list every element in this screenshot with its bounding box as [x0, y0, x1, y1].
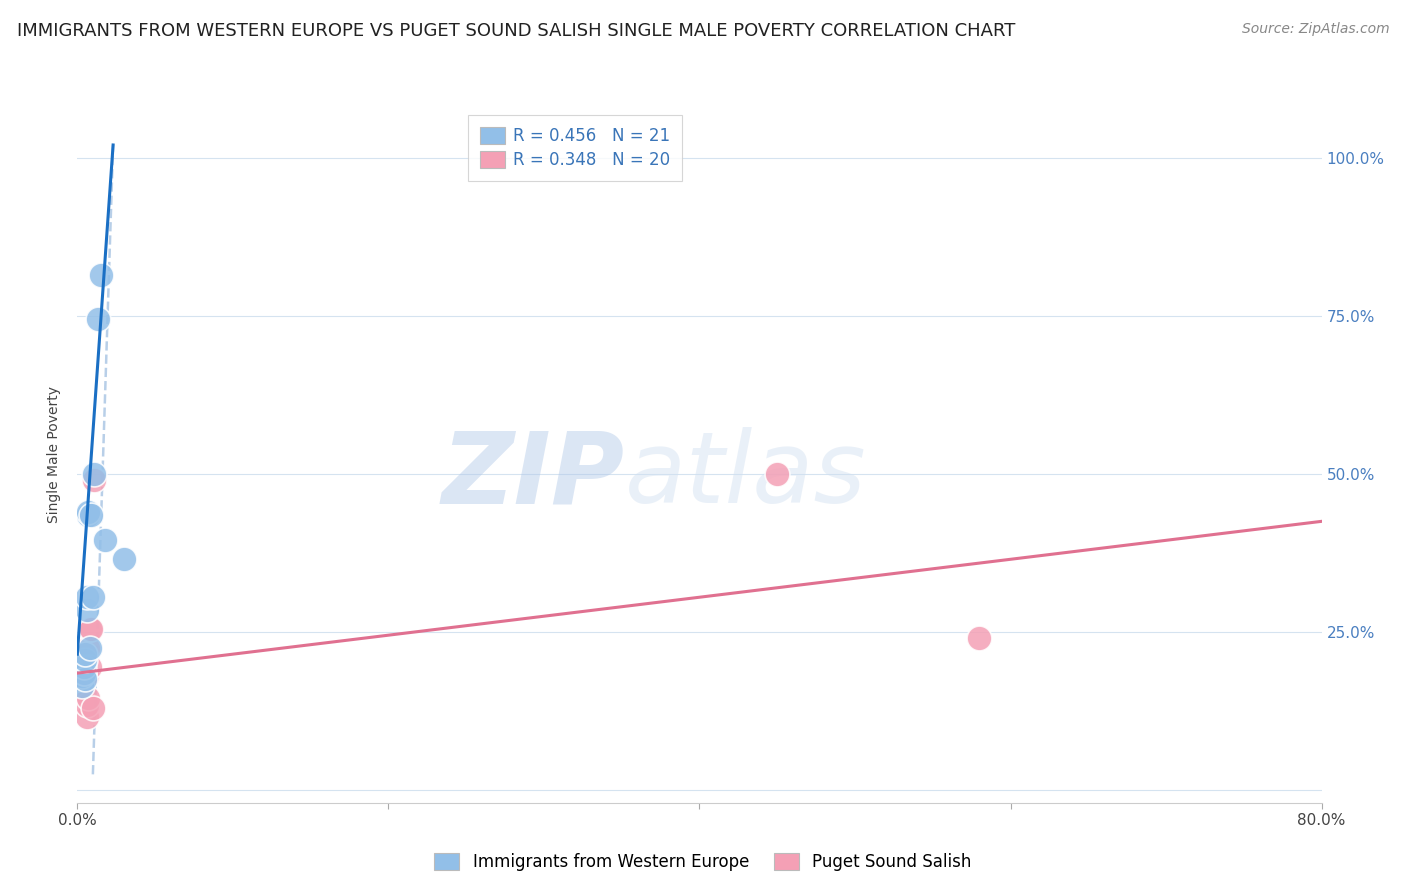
Point: [72, 673, 94, 687]
Point: [70, 679, 93, 693]
Point: [72, 666, 94, 681]
Point: [969, 632, 991, 646]
Text: ZIP: ZIP: [441, 427, 624, 524]
Point: [77, 508, 100, 522]
Point: [75, 647, 97, 661]
Point: [76, 698, 98, 712]
Point: [77, 691, 100, 706]
Legend: Immigrants from Western Europe, Puget Sound Salish: Immigrants from Western Europe, Puget So…: [426, 845, 980, 880]
Point: [75, 653, 97, 667]
Point: [75, 647, 97, 661]
Point: [70, 660, 93, 674]
Point: [76, 669, 98, 683]
Point: [80, 622, 103, 636]
Point: [90, 268, 112, 282]
Point: [76, 603, 98, 617]
Point: [77, 505, 100, 519]
Text: Source: ZipAtlas.com: Source: ZipAtlas.com: [1241, 22, 1389, 37]
Point: [79, 622, 101, 636]
Point: [80, 508, 103, 522]
Point: [86, 312, 108, 326]
Point: [82, 591, 104, 605]
Point: [76, 591, 98, 605]
Point: [94, 533, 117, 548]
Point: [72, 660, 94, 674]
Point: [70, 669, 93, 683]
Point: [83, 467, 105, 481]
Legend: R = 0.456   N = 21, R = 0.348   N = 20: R = 0.456 N = 21, R = 0.348 N = 20: [468, 115, 682, 181]
Point: [112, 552, 135, 566]
Point: [72, 666, 94, 681]
Point: [72, 673, 94, 687]
Point: [83, 473, 105, 487]
Point: [69, 673, 91, 687]
Point: [75, 653, 97, 667]
Point: [82, 701, 104, 715]
Text: atlas: atlas: [624, 427, 866, 524]
Point: [69, 673, 91, 687]
Point: [72, 666, 94, 681]
Point: [79, 640, 101, 655]
Point: [77, 640, 100, 655]
Point: [70, 679, 93, 693]
Point: [76, 710, 98, 724]
Point: [79, 660, 101, 674]
Point: [75, 673, 97, 687]
Text: IMMIGRANTS FROM WESTERN EUROPE VS PUGET SOUND SALISH SINGLE MALE POVERTY CORRELA: IMMIGRANTS FROM WESTERN EUROPE VS PUGET …: [17, 22, 1015, 40]
Y-axis label: Single Male Poverty: Single Male Poverty: [48, 386, 62, 524]
Point: [766, 467, 789, 481]
